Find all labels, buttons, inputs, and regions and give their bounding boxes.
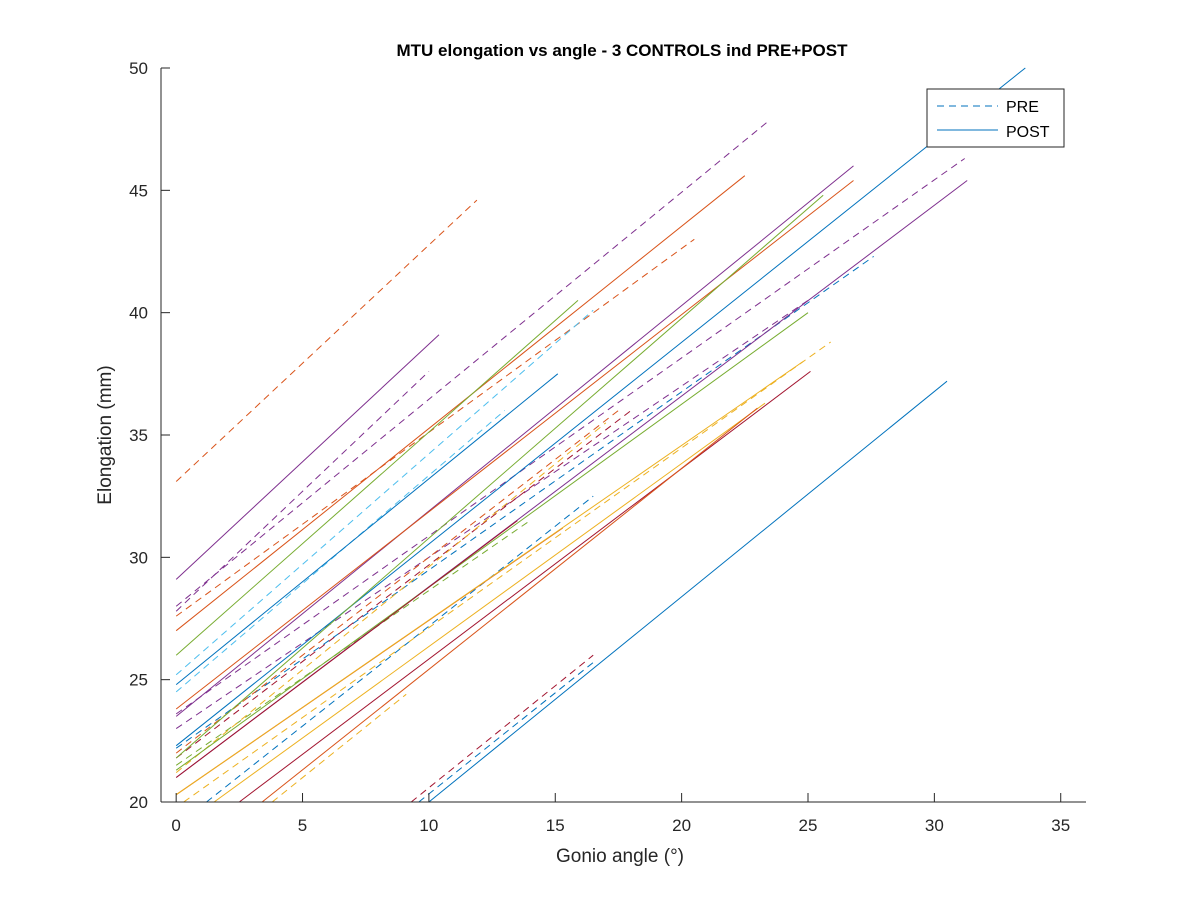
- series-line-29-post: [175, 520, 518, 778]
- x-tick-label: 15: [546, 816, 565, 835]
- x-tick-label: 20: [672, 816, 691, 835]
- y-axis-label: Elongation (mm): [95, 365, 116, 504]
- x-tick-label: 10: [419, 816, 438, 835]
- series-line-2-pre: [175, 121, 768, 607]
- series-line-16-pre: [271, 693, 407, 803]
- legend-box: [926, 88, 1065, 148]
- series-line-23-post: [175, 67, 1026, 747]
- y-ticks: 20 25 30 35 40 45 50: [129, 59, 170, 812]
- series-line-24-post: [175, 165, 854, 717]
- y-tick-label: 40: [129, 304, 148, 323]
- series-line-26-post: [175, 194, 824, 759]
- series-line-10-pre: [175, 410, 619, 754]
- x-axis-label: Gonio angle (°): [556, 846, 684, 867]
- y-tick-label: 45: [129, 181, 148, 200]
- x-ticks: 0 5 10 15 20 25 30 35: [171, 793, 1070, 835]
- y-tick-label: 20: [129, 793, 148, 812]
- series-line-19-post: [175, 334, 440, 580]
- legend: PRE POST: [926, 88, 1065, 148]
- x-tick-label: 0: [171, 816, 180, 835]
- series-line-34-post: [261, 407, 758, 803]
- y-tick-label: 50: [129, 59, 148, 78]
- x-tick-label: 35: [1051, 816, 1070, 835]
- y-tick-label: 35: [129, 426, 148, 445]
- legend-post-label: POST: [1006, 124, 1050, 141]
- series-line-5-pre: [175, 309, 594, 676]
- series-line-17-pre: [410, 654, 594, 803]
- series-line-31-post: [175, 361, 804, 796]
- series-line-32-post: [213, 402, 766, 803]
- series-line-22-post: [175, 373, 559, 685]
- x-tick-label: 30: [925, 816, 944, 835]
- series-line-18-pre: [418, 662, 594, 803]
- y-tick-label: 25: [129, 671, 148, 690]
- series-line-35-post: [428, 380, 948, 803]
- series-line-20-post: [175, 175, 746, 632]
- series-line-3-pre: [175, 371, 430, 612]
- legend-pre-label: PRE: [1006, 99, 1039, 116]
- series-line-33-post: [238, 371, 811, 803]
- series-line-15-pre: [175, 422, 607, 773]
- series-line-9-pre: [175, 299, 809, 730]
- series-line-28-post: [175, 312, 809, 771]
- axes: 0 5 10 15 20 25 30 35 20 25 30 35 40 45 50: [129, 59, 1086, 835]
- series-line-13-pre: [206, 495, 594, 803]
- chart-title: MTU elongation vs angle - 3 CONTROLS ind…: [396, 41, 848, 60]
- x-tick-label: 25: [799, 816, 818, 835]
- series-line-1-pre: [175, 199, 478, 482]
- series-line-7-pre: [175, 158, 965, 715]
- series-line-14-pre: [183, 341, 831, 803]
- x-tick-label: 5: [298, 816, 307, 835]
- series-line-25-post: [175, 180, 854, 710]
- plot-lines: [175, 67, 1026, 803]
- series-line-4-pre: [175, 238, 695, 617]
- y-tick-label: 30: [129, 548, 148, 567]
- series-line-21-post: [175, 300, 579, 656]
